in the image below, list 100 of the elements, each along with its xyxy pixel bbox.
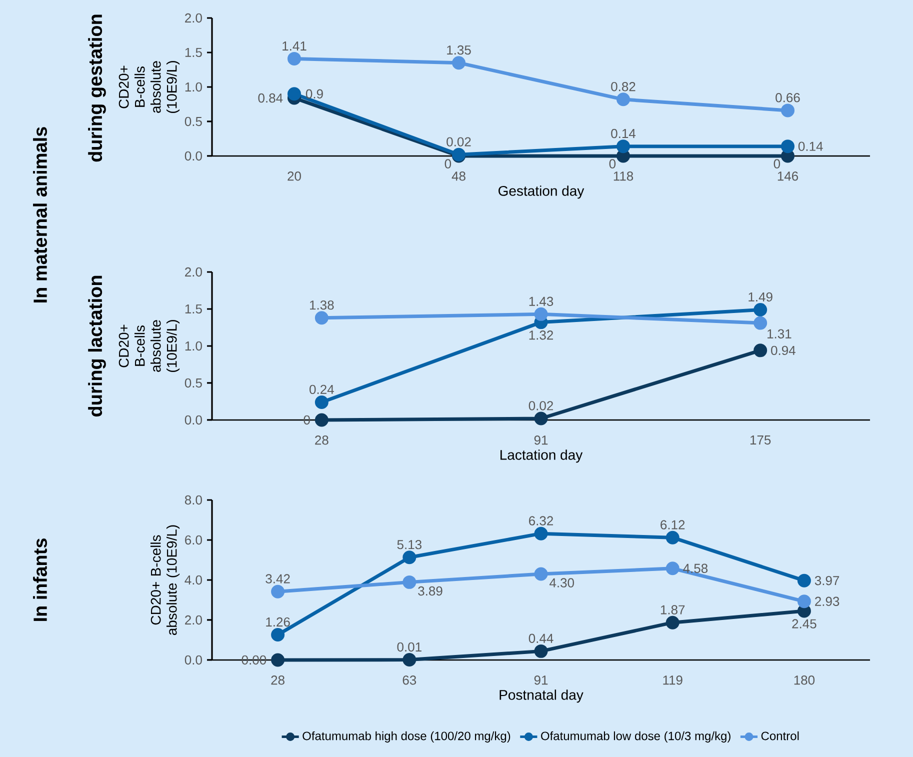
data-label: 2.45 bbox=[792, 619, 816, 628]
point bbox=[402, 653, 416, 667]
x-tick-label: 20 bbox=[288, 172, 301, 181]
point bbox=[534, 567, 548, 581]
y-tick-label: 6.0 bbox=[185, 535, 202, 545]
x-tick-label: 48 bbox=[452, 172, 466, 181]
point bbox=[271, 653, 285, 667]
point bbox=[754, 316, 768, 330]
point bbox=[402, 550, 416, 564]
y-tick-label: 0.5 bbox=[184, 116, 202, 126]
y-axis-title: CD20+ B-cells absolute (10E9/L) bbox=[118, 320, 180, 372]
y-tick-label: 1.5 bbox=[185, 48, 202, 58]
point bbox=[314, 395, 328, 409]
x-tick-label: 146 bbox=[778, 172, 798, 181]
data-label: 1.26 bbox=[266, 617, 290, 627]
data-label: 0 bbox=[444, 159, 452, 168]
x-tick-label: 28 bbox=[315, 436, 328, 445]
y-tick-label: 8.0 bbox=[184, 495, 202, 505]
x-tick-label: 175 bbox=[750, 436, 771, 445]
point bbox=[534, 412, 548, 426]
data-label: 5.13 bbox=[397, 540, 422, 550]
point bbox=[781, 140, 794, 154]
x-tick-label: 91 bbox=[534, 676, 548, 685]
x-tick-label: 63 bbox=[402, 676, 416, 685]
y-tick-label: 2.0 bbox=[185, 13, 202, 23]
y-tick-label: 0.0 bbox=[184, 415, 202, 425]
y-tick-label: 2.0 bbox=[185, 615, 202, 625]
point bbox=[402, 575, 416, 589]
data-label: 0.14 bbox=[611, 128, 636, 138]
data-label: 1.35 bbox=[447, 45, 471, 55]
data-label: 0.82 bbox=[611, 82, 636, 92]
data-label: 0 bbox=[774, 159, 780, 168]
point bbox=[271, 584, 285, 598]
text: during lactation bbox=[88, 276, 106, 416]
y-tick-label: 4.0 bbox=[184, 575, 202, 585]
data-label: 3.97 bbox=[814, 576, 840, 586]
y-tick-label: 0.5 bbox=[184, 378, 202, 388]
data-label: 0 bbox=[609, 159, 616, 168]
legend-label: Ofatumumab low dose (10/3 mg/kg) bbox=[541, 731, 730, 743]
y-axis-title: CD20+ B-cells absolute (10E9/L) bbox=[150, 525, 180, 636]
point bbox=[666, 562, 680, 576]
point bbox=[288, 87, 302, 101]
point bbox=[314, 413, 328, 427]
data-label: 0.66 bbox=[776, 93, 800, 102]
data-label: 0.01 bbox=[397, 642, 422, 652]
data-label: 4.58 bbox=[683, 564, 708, 573]
point bbox=[314, 311, 328, 325]
data-label: 1.38 bbox=[310, 300, 334, 310]
point bbox=[797, 594, 811, 608]
point bbox=[534, 526, 548, 540]
y-tick-label: 1.5 bbox=[185, 304, 202, 314]
y-tick-label: 0.0 bbox=[184, 151, 202, 161]
point bbox=[452, 56, 466, 70]
data-label: 0.02 bbox=[446, 137, 471, 146]
point bbox=[271, 628, 285, 642]
data-label: 1.31 bbox=[768, 329, 792, 338]
y-axis-title: CD20+ B-cells absolute (10E9/L) bbox=[118, 61, 180, 113]
text: In maternal animals bbox=[33, 127, 47, 302]
x-tick-label: 91 bbox=[534, 436, 548, 445]
point bbox=[616, 140, 630, 154]
data-label: 1.87 bbox=[660, 605, 685, 614]
y-tick-label: 1.0 bbox=[185, 82, 202, 92]
data-label: 3.42 bbox=[266, 574, 290, 584]
point bbox=[666, 616, 680, 630]
y-tick-label: 2.0 bbox=[185, 267, 202, 277]
data-label: 3.89 bbox=[418, 586, 442, 596]
x-tick-label: 180 bbox=[794, 676, 815, 685]
data-label: 0.24 bbox=[310, 384, 334, 394]
data-label: 1.41 bbox=[282, 42, 306, 50]
point bbox=[754, 344, 768, 358]
text: In infants bbox=[33, 538, 47, 621]
x-tick-label: 28 bbox=[271, 676, 284, 685]
y-tick-label: 1.0 bbox=[185, 341, 202, 351]
point bbox=[754, 302, 768, 316]
x-axis-title: Gestation day bbox=[498, 186, 584, 199]
point bbox=[616, 92, 630, 106]
legend-label: Control bbox=[761, 731, 799, 740]
data-label: 0.44 bbox=[528, 634, 554, 643]
x-tick-label: 119 bbox=[663, 676, 682, 685]
data-label: 4.30 bbox=[550, 578, 574, 588]
data-label: 0.9 bbox=[306, 89, 323, 98]
data-label: 0.14 bbox=[798, 142, 823, 151]
x-axis-title: Postnatal day bbox=[500, 690, 584, 703]
point bbox=[797, 574, 811, 588]
x-axis-title: Lactation day bbox=[500, 450, 583, 463]
point bbox=[781, 104, 794, 118]
data-label: 6.32 bbox=[529, 516, 553, 526]
data-label: 6.12 bbox=[660, 520, 685, 530]
data-label: 0.02 bbox=[528, 401, 553, 410]
data-label: 0.84 bbox=[258, 93, 283, 103]
data-label: 0.94 bbox=[771, 346, 796, 356]
point bbox=[534, 307, 548, 321]
data-label: 1.32 bbox=[529, 330, 553, 340]
point bbox=[288, 52, 302, 66]
point bbox=[534, 644, 548, 658]
data-label: 1.49 bbox=[748, 292, 772, 302]
text: during gestation bbox=[88, 14, 106, 162]
point bbox=[666, 530, 680, 544]
data-label: 2.93 bbox=[815, 596, 840, 606]
data-label: 1.43 bbox=[529, 296, 554, 306]
